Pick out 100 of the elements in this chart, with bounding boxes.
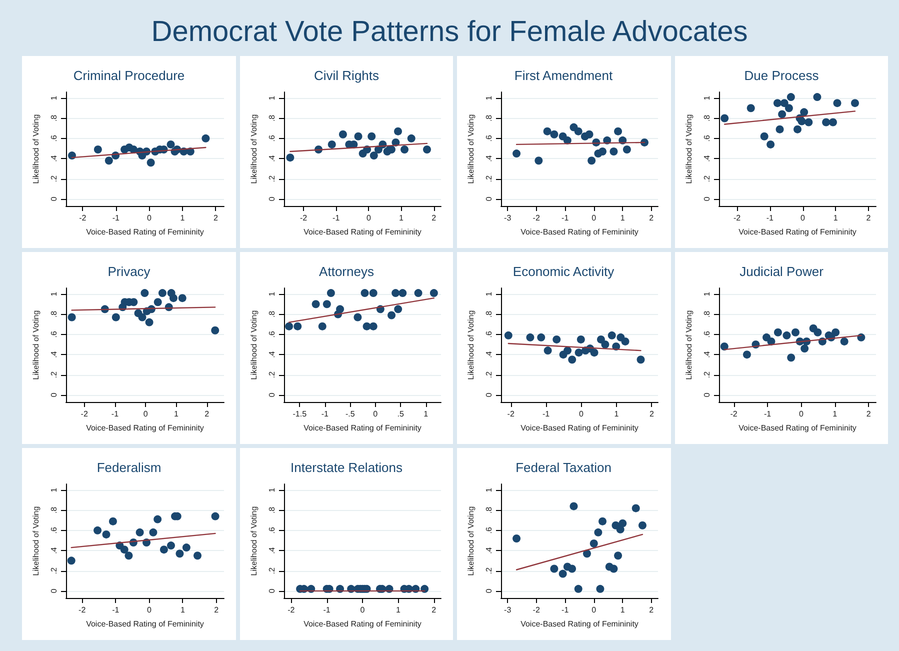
y-tick-label: .4 xyxy=(702,350,712,358)
x-tick-label: -1 xyxy=(112,214,120,222)
chart-title: Criminal Procedure xyxy=(73,68,185,83)
y-tick-label: .6 xyxy=(268,526,276,534)
y-tick-label: .8 xyxy=(50,114,58,122)
y-tick-label: 1 xyxy=(702,291,712,296)
y-axis-title: Likelihood of Voting xyxy=(684,310,694,380)
y-tick-label: .2 xyxy=(268,566,276,574)
y-tick-label: .2 xyxy=(268,174,276,182)
chart-title: First Amendment xyxy=(514,68,614,83)
x-tick-label: -3 xyxy=(504,214,512,222)
y-tick-label: .8 xyxy=(484,114,494,122)
y-tick-label: 1 xyxy=(50,487,58,492)
y-tick-label: .4 xyxy=(268,546,276,554)
x-tick-label: -2 xyxy=(79,214,87,222)
y-tick-label: .8 xyxy=(702,114,712,122)
chart-title: Judicial Power xyxy=(739,264,824,279)
x-tick-label: 0 xyxy=(373,410,378,418)
x-tick-label: 0 xyxy=(143,410,148,418)
chart-title: Interstate Relations xyxy=(290,460,403,475)
y-axis-title: Likelihood of Voting xyxy=(466,506,476,576)
y-tick-label: .4 xyxy=(702,154,712,162)
y-tick-label: .8 xyxy=(484,506,494,514)
x-axis-title: Voice-Based Rating of Femininity xyxy=(86,228,204,236)
y-tick-label: .6 xyxy=(484,526,494,534)
y-axis-title: Likelihood of Voting xyxy=(32,310,40,380)
x-axis-title: Voice-Based Rating of Femininity xyxy=(86,424,204,432)
y-tick-label: .2 xyxy=(484,174,494,182)
x-tick-label: -2 xyxy=(533,606,541,614)
y-tick-label: .4 xyxy=(484,154,494,162)
y-tick-label: .2 xyxy=(50,566,58,574)
y-tick-label: .2 xyxy=(268,370,276,378)
y-tick-label: 0 xyxy=(50,392,58,398)
y-tick-label: 1 xyxy=(268,95,276,100)
x-tick-label: 1 xyxy=(614,410,620,418)
x-tick-label: 1 xyxy=(620,606,626,614)
x-axis-title: Voice-Based Rating of Femininity xyxy=(520,620,639,628)
y-tick-label: .4 xyxy=(268,154,276,162)
y-tick-label: .2 xyxy=(484,566,494,574)
x-tick-label: 0 xyxy=(579,410,584,418)
y-axis-title: Likelihood of Voting xyxy=(684,114,694,184)
x-axis-title: Voice-Based Rating of Femininity xyxy=(304,424,422,432)
x-tick-label: -1 xyxy=(562,214,570,222)
x-tick-label: -2 xyxy=(78,606,86,614)
x-tick-label: 2 xyxy=(649,606,654,614)
y-tick-label: .2 xyxy=(50,370,58,378)
x-tick-label: 2 xyxy=(866,410,872,418)
x-tick-label: 0 xyxy=(146,214,152,222)
chart-title: Attorneys xyxy=(319,264,374,279)
x-tick-label: 0 xyxy=(146,606,152,614)
x-axis-title: Voice-Based Rating of Femininity xyxy=(520,228,639,236)
x-tick-label: 2 xyxy=(214,606,220,614)
x-tick-label: 0 xyxy=(592,606,597,614)
y-axis-title: Likelihood of Voting xyxy=(466,310,476,380)
x-tick-label: 1 xyxy=(833,214,838,222)
y-tick-label: 0 xyxy=(268,392,276,398)
y-tick-label: .6 xyxy=(702,330,712,338)
y-tick-label: 0 xyxy=(50,588,58,594)
y-tick-label: 1 xyxy=(50,291,58,296)
chart-title: Privacy xyxy=(108,264,151,279)
x-tick-label: 2 xyxy=(650,410,655,418)
x-axis-title: Voice-Based Rating of Femininity xyxy=(304,620,422,628)
y-tick-label: .4 xyxy=(50,546,58,554)
y-tick-label: 1 xyxy=(268,291,276,296)
y-tick-label: .6 xyxy=(50,330,58,338)
x-tick-label: -1 xyxy=(321,410,329,418)
y-tick-label: 0 xyxy=(484,392,494,398)
x-tick-label: .5 xyxy=(397,410,404,418)
y-tick-label: 0 xyxy=(484,196,494,202)
y-tick-label: 0 xyxy=(702,392,712,398)
x-tick-label: -2 xyxy=(288,606,296,614)
x-axis-title: Voice-Based Rating of Femininity xyxy=(86,620,204,628)
y-axis-title: Likelihood of Voting xyxy=(250,114,258,184)
y-tick-label: 1 xyxy=(484,95,494,100)
y-tick-label: .6 xyxy=(484,330,494,338)
x-tick-label: -2 xyxy=(508,410,516,418)
chart-title: Economic Activity xyxy=(513,264,615,279)
y-tick-label: .2 xyxy=(50,174,58,182)
y-tick-label: 0 xyxy=(702,196,712,202)
chart-title: Federal Taxation xyxy=(516,460,612,475)
chart-title: Due Process xyxy=(744,68,819,83)
y-tick-label: .6 xyxy=(268,134,276,142)
x-tick-label: -1 xyxy=(112,606,120,614)
x-tick-label: 1 xyxy=(399,214,404,222)
x-tick-label: -.5 xyxy=(345,410,356,418)
y-tick-label: .8 xyxy=(268,310,276,318)
x-tick-label: -1 xyxy=(332,214,340,222)
y-tick-label: 1 xyxy=(484,487,494,492)
y-tick-label: 0 xyxy=(268,588,276,594)
x-tick-label: 0 xyxy=(360,606,366,614)
x-tick-label: 1 xyxy=(620,214,626,222)
y-tick-label: 1 xyxy=(50,95,58,100)
y-tick-label: .6 xyxy=(50,526,58,534)
y-tick-label: .4 xyxy=(268,350,276,358)
x-tick-label: -3 xyxy=(504,606,512,614)
x-tick-label: -1 xyxy=(766,214,774,222)
x-tick-label: 0 xyxy=(800,214,806,222)
x-tick-label: -2 xyxy=(730,410,738,418)
y-tick-label: .8 xyxy=(50,310,58,318)
y-tick-label: 1 xyxy=(484,291,494,296)
